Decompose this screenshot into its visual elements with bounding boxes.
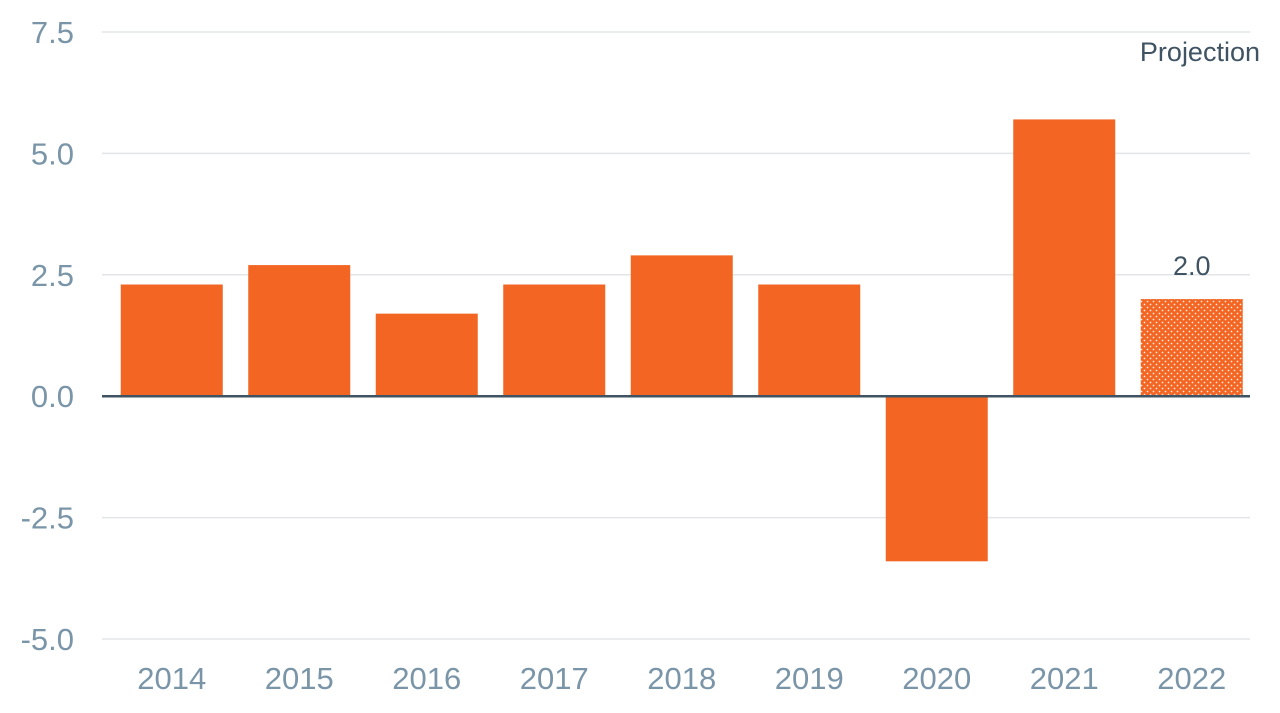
bar-2021 [1013, 119, 1116, 397]
y-tick-label: 7.5 [31, 15, 74, 50]
y-tick-label: 2.5 [31, 258, 74, 293]
x-tick-label: 2021 [1030, 661, 1099, 696]
bar-2016 [375, 313, 478, 397]
bars [120, 119, 1243, 562]
bar-2022-projected [1140, 299, 1243, 397]
x-tick-label: 2016 [392, 661, 461, 696]
y-tick-label: -2.5 [21, 501, 74, 536]
x-tick-label: 2018 [647, 661, 716, 696]
x-axis-tick-labels: 2014 2015 2016 2017 2018 2019 2020 2021 2022 [137, 661, 1226, 696]
projection-annotation: Projection [1140, 37, 1260, 67]
y-tick-label: 0.0 [31, 379, 74, 414]
bar-2017 [503, 284, 606, 397]
y-tick-label: -5.0 [21, 622, 74, 657]
bar-2015 [248, 265, 351, 397]
x-tick-label: 2015 [265, 661, 334, 696]
data-label-2022: 2.0 [1173, 251, 1211, 281]
y-tick-label: 5.0 [31, 136, 74, 171]
x-tick-label: 2019 [775, 661, 844, 696]
x-tick-label: 2020 [902, 661, 971, 696]
x-tick-label: 2014 [137, 661, 206, 696]
x-tick-label: 2017 [520, 661, 589, 696]
annotations: Projection 2.0 [1140, 37, 1260, 281]
bar-2019 [758, 284, 861, 397]
x-tick-label: 2022 [1157, 661, 1226, 696]
bar-2020 [885, 396, 988, 562]
bar-2014 [120, 284, 223, 397]
bar-2018 [630, 255, 733, 397]
y-axis-tick-labels: 7.5 5.0 2.5 0.0 -2.5 -5.0 [21, 15, 74, 657]
